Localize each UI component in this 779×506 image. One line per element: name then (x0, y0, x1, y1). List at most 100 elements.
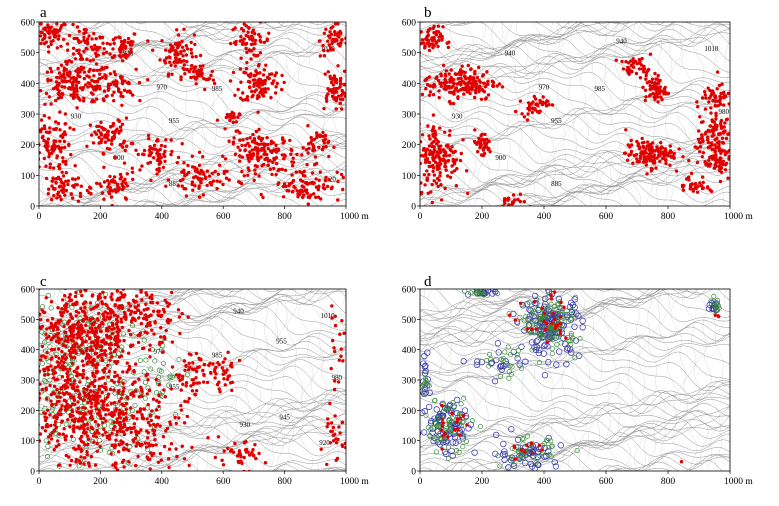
tree-point (463, 70, 467, 75)
tree-point (482, 81, 486, 85)
tree-point (240, 169, 244, 174)
tree-point (12, 386, 15, 389)
tree-point (65, 42, 70, 46)
tree-point (28, 337, 32, 341)
tree-point (714, 164, 718, 169)
tree-point (110, 431, 114, 435)
contour-line (692, 22, 709, 206)
tree-point (53, 371, 58, 375)
tree-point (39, 142, 40, 146)
tree-point (446, 174, 450, 178)
tree-point (97, 424, 103, 430)
tree-point (514, 436, 522, 443)
tree-point (254, 456, 258, 461)
contour-line (420, 86, 730, 137)
tree-point (42, 33, 47, 37)
tree-point (54, 34, 58, 38)
y-tick-label: 500 (21, 49, 36, 59)
tree-point (438, 174, 442, 178)
tree-point (44, 140, 48, 144)
tree-point (75, 48, 79, 53)
tree-point (228, 118, 232, 123)
tree-point (121, 370, 125, 374)
tree-point (95, 449, 100, 453)
tree-point (440, 34, 444, 39)
tree-point (78, 396, 83, 400)
tree-point (698, 150, 702, 154)
tree-point (438, 148, 442, 152)
tree-point (246, 173, 250, 177)
tree-point (717, 143, 721, 147)
tree-point (179, 403, 183, 408)
tree-point (64, 159, 68, 163)
tree-point (83, 305, 87, 310)
tree-point (82, 422, 86, 427)
tree-point (71, 22, 75, 27)
tree-point (535, 349, 542, 357)
contour-line (134, 22, 147, 24)
tree-point (42, 36, 46, 40)
tree-point (455, 167, 459, 171)
tree-point (39, 432, 43, 436)
tree-point (193, 184, 197, 188)
tree-point (677, 147, 681, 151)
contour-line (504, 22, 520, 206)
contour-line (420, 332, 730, 381)
tree-point (159, 326, 163, 330)
tree-point (92, 74, 96, 78)
tree-point (61, 174, 66, 178)
tree-point (218, 163, 222, 167)
tree-point (336, 64, 340, 68)
tree-point (119, 354, 124, 358)
tree-point (151, 284, 154, 287)
tree-point (225, 368, 229, 372)
tree-point (494, 340, 502, 347)
tree-point (39, 130, 43, 134)
tree-point (87, 461, 91, 465)
tree-point (85, 453, 90, 457)
tree-point (208, 181, 212, 185)
contour-line (505, 289, 521, 471)
tree-point (688, 187, 692, 191)
tree-point (111, 427, 116, 431)
tree-point (481, 153, 486, 158)
contour-line (39, 32, 346, 78)
tree-point (169, 152, 173, 157)
tree-point (548, 301, 554, 307)
tree-point (306, 202, 310, 206)
tree-point (183, 72, 187, 76)
tree-point (491, 84, 496, 89)
tree-point (706, 145, 710, 150)
tree-point (51, 391, 56, 395)
contour-line (420, 143, 730, 178)
tree-point (136, 340, 141, 345)
tree-point (471, 449, 478, 456)
contour-line (39, 373, 346, 418)
tree-point (244, 41, 249, 46)
tree-point (348, 84, 351, 87)
tree-point (81, 405, 85, 410)
tree-point (169, 290, 174, 295)
contour-line (420, 23, 730, 72)
tree-point (101, 433, 105, 437)
tree-point (508, 426, 515, 433)
tree-point (464, 169, 469, 173)
tree-point (698, 181, 702, 185)
tree-point (506, 197, 510, 202)
tree-point (107, 437, 112, 441)
tree-point (328, 441, 333, 445)
tree-point (249, 57, 253, 61)
tree-point (134, 148, 138, 152)
tree-point (718, 179, 723, 184)
tree-point (96, 53, 100, 57)
contour-line (177, 289, 193, 471)
tree-point (41, 310, 45, 314)
contour-line (420, 389, 730, 428)
tree-point (28, 121, 31, 124)
tree-point (201, 64, 205, 68)
tree-point (169, 63, 173, 67)
tree-point (169, 442, 174, 446)
tree-point (535, 102, 539, 106)
tree-point (477, 65, 481, 70)
tree-point (94, 431, 98, 435)
